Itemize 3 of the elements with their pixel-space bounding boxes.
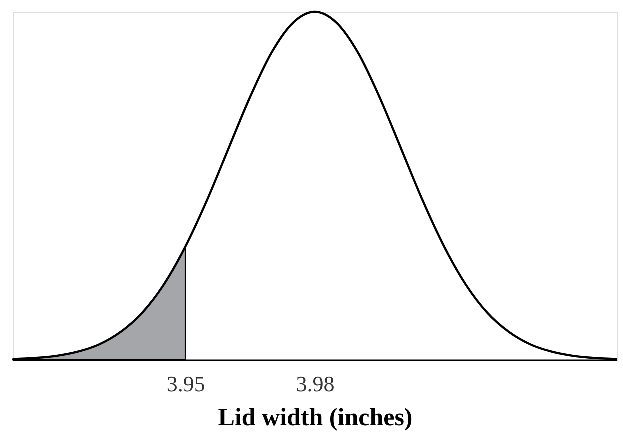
x-axis-title: Lid width (inches) [218, 404, 413, 432]
x-tick-label: 3.98 [296, 372, 335, 396]
x-tick-label: 3.95 [166, 372, 206, 396]
